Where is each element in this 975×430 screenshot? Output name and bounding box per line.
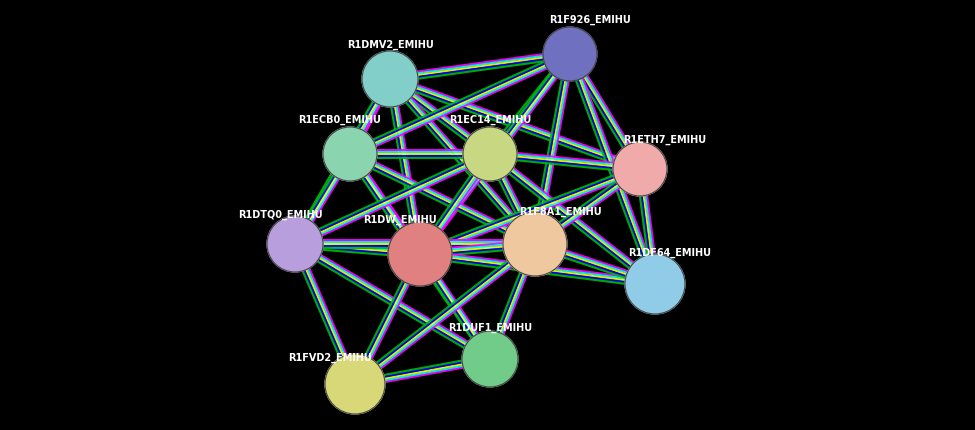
Circle shape: [388, 222, 452, 286]
Text: R1F926_EMIHU: R1F926_EMIHU: [549, 15, 631, 25]
Text: R1FVD2_EMIHU: R1FVD2_EMIHU: [289, 352, 371, 362]
Circle shape: [503, 212, 567, 276]
Circle shape: [323, 128, 377, 181]
Text: R1F8A1_EMIHU: R1F8A1_EMIHU: [519, 206, 602, 217]
Circle shape: [463, 128, 517, 181]
Text: R1EC14_EMIHU: R1EC14_EMIHU: [448, 115, 531, 125]
Text: R1DMV2_EMIHU: R1DMV2_EMIHU: [347, 40, 433, 50]
Circle shape: [543, 28, 597, 82]
Text: R1ETH7_EMIHU: R1ETH7_EMIHU: [623, 135, 707, 145]
Text: R1DF64_EMIHU: R1DF64_EMIHU: [629, 247, 712, 258]
Circle shape: [267, 216, 323, 272]
Text: R1ECB0_EMIHU: R1ECB0_EMIHU: [298, 115, 381, 125]
Circle shape: [325, 354, 385, 414]
Circle shape: [362, 52, 418, 108]
Circle shape: [613, 143, 667, 197]
Circle shape: [625, 255, 685, 314]
Text: R1DUF1_EMIHU: R1DUF1_EMIHU: [448, 322, 532, 332]
Text: R1DW_EMIHU: R1DW_EMIHU: [364, 215, 437, 224]
Text: R1DTQ0_EMIHU: R1DTQ0_EMIHU: [238, 209, 323, 220]
Circle shape: [462, 331, 518, 387]
